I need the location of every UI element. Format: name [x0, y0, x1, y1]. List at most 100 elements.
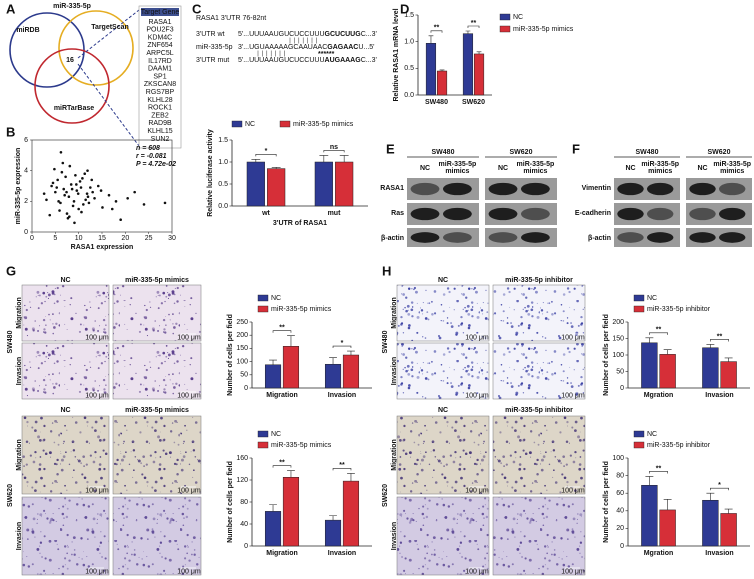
connector	[77, 9, 140, 59]
panel-label: D	[400, 1, 409, 16]
y-tick-label: 200	[236, 332, 248, 339]
micrograph	[396, 284, 490, 342]
legend-label: NC	[271, 431, 281, 438]
y-tick-label: 60	[616, 490, 624, 497]
significance-bracket	[332, 345, 352, 349]
gene: ZKSCAN8	[144, 81, 176, 88]
bar	[659, 509, 676, 547]
x-tick-label: 10	[75, 235, 83, 242]
venn-circle	[58, 10, 134, 86]
sequence: 5'...UUUAAUGUCUCCUUUGCUCUUGC...3'	[238, 31, 377, 38]
bar	[720, 361, 737, 389]
point	[81, 177, 84, 180]
scale-label: 100 μm	[85, 487, 109, 494]
mutation-marks: ******	[318, 51, 335, 58]
lane-label: NC	[498, 165, 508, 172]
band	[443, 182, 472, 196]
point	[61, 161, 65, 165]
gene-box	[138, 5, 182, 149]
bar	[425, 43, 437, 96]
column-label: NC	[438, 277, 448, 284]
row-label: Migration	[16, 439, 23, 471]
gene: DAAM1	[148, 66, 172, 73]
significance: **	[279, 459, 285, 466]
band	[689, 232, 716, 243]
row-label: Migration	[391, 297, 398, 329]
legend-label: NC	[271, 295, 281, 302]
row-label: Invasion	[16, 357, 23, 385]
band	[689, 207, 716, 221]
band	[410, 232, 440, 243]
y-tick-label: 80	[616, 472, 624, 479]
point	[64, 175, 67, 179]
gene: ZEB2	[151, 112, 169, 119]
bar	[324, 363, 342, 389]
y-tick-label: 6	[24, 137, 28, 144]
significance: **	[279, 325, 285, 332]
y-tick-label: 150	[612, 335, 624, 342]
y-tick-label: 40	[240, 521, 248, 528]
sequence-part: GCUCUUG	[325, 31, 362, 38]
bar	[282, 346, 300, 389]
point	[91, 190, 94, 194]
scale-label: 100 μm	[561, 487, 585, 494]
scale-label: 100 μm	[85, 568, 109, 575]
error-bar	[251, 159, 261, 162]
column-label: miR-335-5p mimics	[125, 277, 189, 284]
bar	[720, 513, 737, 547]
micrograph	[492, 284, 586, 342]
sequence-part: C...3'	[361, 31, 377, 38]
row-label: Migration	[391, 439, 398, 471]
legend-swatch	[257, 294, 269, 302]
band	[617, 182, 644, 196]
y-tick-label: 1.0	[218, 159, 228, 166]
significance-bracket	[710, 339, 729, 342]
sequence-part: U...5'	[358, 44, 374, 51]
band	[521, 207, 550, 221]
error-bar	[663, 349, 672, 355]
gene: POU2F3	[146, 27, 173, 34]
band	[410, 182, 440, 196]
micrograph	[21, 284, 110, 342]
x-tick-label: SW620	[462, 99, 485, 106]
bar	[267, 168, 286, 207]
venn-circle	[34, 48, 110, 124]
legend-label: miR-335-5p mimics	[513, 26, 574, 33]
point	[101, 206, 104, 209]
x-tick-label: wt	[261, 210, 270, 217]
gene: KLHL28	[147, 97, 172, 104]
sequence-label: 3'UTR wt	[196, 31, 225, 38]
point	[62, 187, 66, 191]
band	[617, 232, 644, 243]
error-bar	[706, 344, 715, 348]
error-bar	[347, 473, 355, 482]
y-axis-label: Number of cells per field	[227, 461, 234, 543]
sequence-part: 3'...UGUAAAAAGCAAUAAC	[238, 44, 327, 51]
point	[60, 170, 64, 174]
row-label: Ras	[391, 210, 404, 217]
point	[65, 190, 68, 194]
point	[59, 150, 63, 154]
gene: RGS7BP	[146, 89, 175, 96]
point	[68, 164, 72, 168]
legend-swatch	[279, 120, 291, 128]
error-bar	[319, 155, 329, 162]
error-bar	[287, 335, 295, 347]
micrograph	[396, 496, 490, 576]
bar	[264, 511, 282, 547]
y-tick-label: 40	[616, 508, 624, 515]
annotation: r = -0.081	[136, 153, 167, 160]
cell-line: SW620	[510, 149, 533, 156]
bar	[641, 342, 658, 389]
legend-label: miR-335-5p inhibitor	[647, 442, 711, 449]
scale-label: 100 μm	[85, 392, 109, 399]
point	[75, 183, 78, 186]
band	[488, 232, 518, 243]
lane-label: NC	[697, 165, 707, 172]
y-tick-label: 80	[240, 499, 248, 506]
x-tick-label: Migration	[266, 550, 298, 557]
column-label: miR-335-5p mimics	[125, 407, 189, 414]
point	[142, 203, 146, 206]
point	[99, 189, 103, 192]
